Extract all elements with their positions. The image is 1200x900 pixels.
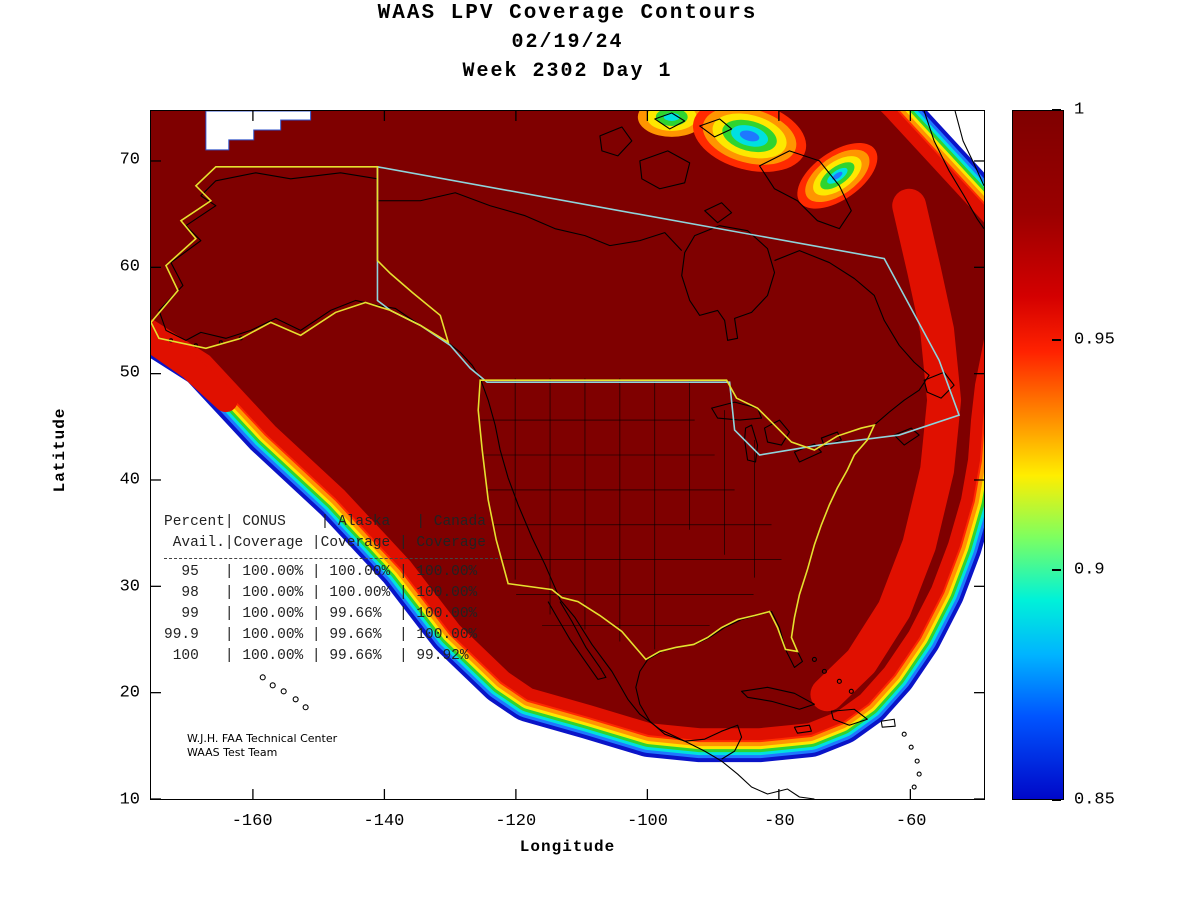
colorbar-tick-label: 0.9: [1074, 560, 1105, 580]
y-tick-label: 30: [119, 577, 140, 597]
colorbar-tick-label: 0.85: [1074, 790, 1115, 810]
y-tick-label: 50: [119, 363, 140, 383]
x-axis-label: Longitude: [519, 838, 616, 856]
nova-scotia: [893, 427, 920, 446]
baja-coastline: [547, 601, 607, 680]
availability-table-rows: 95 | 100.00% | 100.00% | 100.00% 98 | 10…: [164, 564, 478, 664]
colorbar-tick-label: 1: [1074, 100, 1085, 120]
y-tick-label: 40: [119, 470, 140, 490]
x-tick-label: -100: [627, 812, 668, 831]
arctic-coastline: [377, 192, 683, 251]
colorbar-tick-mark: [1052, 799, 1061, 801]
chart-title: WAAS LPV Coverage Contours 02/19/24 Week…: [150, 2, 985, 83]
availability-table: Percent| CONUS | Alaska | Canada Avail.|…: [164, 512, 498, 667]
table-separator: [164, 558, 498, 559]
cuba: [741, 686, 815, 710]
availability-table-header: Percent| CONUS | Alaska | Canada Avail.|…: [164, 514, 486, 551]
y-tick-label: 20: [119, 683, 140, 703]
jamaica: [793, 724, 812, 734]
coverage-map: [151, 111, 984, 799]
credit-block: W.J.H. FAA Technical Center WAAS Test Te…: [187, 732, 337, 760]
labrador-coastline: [774, 250, 930, 426]
y-tick-label: 10: [119, 790, 140, 810]
title-line-3: Week 2302 Day 1: [462, 60, 673, 83]
x-tick-label: -160: [231, 812, 273, 831]
colorbar-tick-mark: [1052, 569, 1061, 571]
y-tick-label: 70: [119, 150, 140, 170]
title-line-1: WAAS LPV Coverage Contours: [377, 2, 758, 25]
arctic-islands: [599, 112, 852, 230]
x-tick-label: -60: [895, 812, 927, 831]
state-borders: [480, 378, 782, 650]
colorbar-tick-label: 0.95: [1074, 330, 1115, 350]
greenland-coastline: [923, 111, 984, 229]
north-coverage-dips: [637, 111, 878, 209]
credit-line-2: WAAS Test Team: [187, 746, 278, 759]
colorbar-tick-mark: [1052, 339, 1061, 341]
hudson-bay: [681, 225, 776, 341]
colorbar: [1012, 110, 1064, 800]
plot-area: Percent| CONUS | Alaska | Canada Avail.|…: [150, 110, 985, 800]
conus-outline: [477, 379, 876, 661]
great-lakes: [711, 401, 842, 463]
west-coastline: [158, 172, 815, 799]
island-dots: [168, 336, 922, 790]
red-transition-zones: [151, 188, 962, 712]
y-axis-label: Latitude: [51, 407, 69, 493]
x-tick-label: -140: [363, 812, 405, 831]
hispaniola: [830, 708, 868, 726]
puerto-rico: [880, 718, 896, 728]
credit-line-1: W.J.H. FAA Technical Center: [187, 732, 338, 745]
y-tick-label: 60: [119, 257, 140, 277]
coastlines: [158, 111, 984, 799]
x-tick-label: -80: [764, 812, 795, 831]
alaska-outline: [151, 166, 450, 350]
axis-tick-marks: [151, 111, 984, 799]
colorbar-tick-mark: [1052, 109, 1061, 111]
x-tick-label: -120: [495, 812, 537, 831]
title-line-2: 02/19/24: [511, 31, 624, 54]
no-data-steps: [205, 111, 312, 151]
newfoundland: [923, 371, 955, 399]
